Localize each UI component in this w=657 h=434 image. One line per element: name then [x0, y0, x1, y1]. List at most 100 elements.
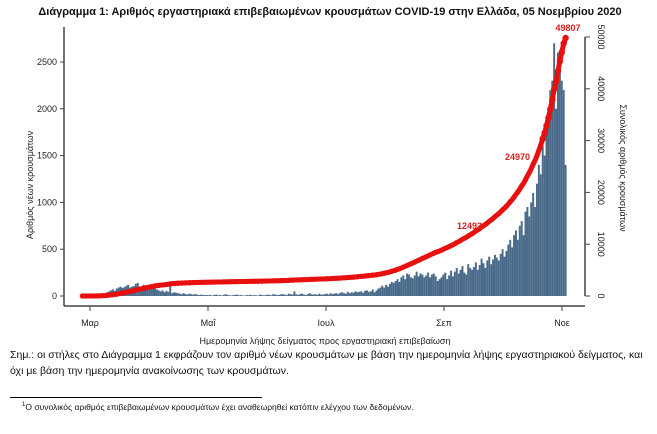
bar [356, 292, 359, 296]
cumulative-point [83, 293, 89, 299]
bar [289, 294, 292, 296]
bar [165, 290, 168, 296]
cumulative-point [473, 228, 479, 234]
bar [215, 294, 218, 296]
bar [377, 288, 380, 296]
cumulative-point [263, 278, 269, 284]
bar [247, 295, 250, 296]
bar [241, 295, 244, 296]
bar [175, 292, 177, 296]
bar [408, 274, 410, 296]
bar [301, 293, 304, 296]
bar [398, 281, 401, 296]
bar [217, 295, 219, 296]
bar [155, 289, 158, 296]
bar [390, 281, 393, 296]
cumulative-point [511, 194, 517, 200]
cumulative-point [251, 278, 257, 284]
bar [537, 164, 540, 296]
bar [285, 295, 288, 296]
cumulative-point [316, 276, 322, 282]
cumulative-point [167, 281, 173, 287]
x-tick-label: Νοε [554, 318, 570, 328]
bar [360, 291, 363, 296]
bar [421, 274, 424, 296]
cumulative-point [324, 276, 330, 282]
y-right-label: Συνολικός αριθμός κρουσμάτων [618, 104, 628, 232]
bar [509, 239, 512, 296]
bar [350, 292, 353, 296]
cumulative-point [366, 273, 372, 279]
bar [207, 295, 210, 296]
cumulative-point [362, 273, 368, 279]
bar [176, 293, 179, 296]
cumulative-point [217, 279, 223, 285]
bar [159, 291, 162, 296]
bar [262, 295, 265, 296]
bar [503, 256, 506, 296]
bar [417, 276, 420, 296]
y-right-tick-label: 30000 [596, 128, 606, 153]
bar [362, 292, 365, 296]
cumulative-point [236, 278, 242, 285]
cumulative-point [244, 278, 250, 285]
cumulative-line [79, 35, 569, 299]
bar [245, 295, 248, 296]
cumulative-point [270, 278, 276, 284]
cumulative-point [560, 40, 567, 47]
cumulative-point [350, 274, 357, 280]
bar [535, 183, 538, 296]
cumulative-point [110, 292, 116, 298]
bar [472, 266, 475, 296]
bar [557, 52, 559, 296]
cumulative-point [545, 114, 552, 122]
bar [180, 294, 183, 296]
bar [543, 155, 546, 296]
bar [173, 292, 176, 296]
cumulative-point [538, 142, 544, 148]
bar [323, 294, 326, 296]
bar [516, 239, 519, 296]
bar [436, 281, 439, 296]
bar [293, 291, 296, 296]
bar [188, 293, 191, 296]
bar [555, 108, 558, 296]
bar [316, 294, 319, 296]
bar [423, 277, 426, 296]
covid-chart: Διάγραμμα 1: Αριθμός εργαστηριακά επιβεβ… [25, 6, 628, 346]
bar [259, 294, 261, 296]
cumulative-point [259, 278, 265, 284]
bar [383, 287, 386, 296]
cumulative-point [339, 275, 345, 281]
cumulative-point [549, 96, 556, 104]
bar [455, 267, 458, 296]
bar [499, 253, 502, 296]
y-left-tick-label: 0 [52, 291, 57, 301]
bar [182, 293, 185, 296]
bar [325, 293, 328, 296]
bar [146, 287, 149, 296]
bar [222, 294, 225, 296]
bar [409, 277, 412, 296]
bar [467, 264, 470, 296]
bar [427, 272, 430, 296]
bar [228, 295, 231, 296]
bar [304, 295, 307, 296]
bar [358, 291, 361, 296]
bar [163, 292, 166, 296]
bar [459, 269, 462, 296]
bar [348, 293, 351, 296]
bar [346, 291, 349, 296]
bar [260, 295, 263, 296]
cumulative-point [328, 275, 334, 282]
y-right-tick-label: 40000 [596, 76, 606, 101]
bar [153, 283, 156, 296]
bar [341, 292, 344, 296]
cumulative-point [503, 203, 509, 209]
bar [308, 293, 311, 296]
bar [518, 225, 521, 296]
cumulative-point [278, 278, 284, 284]
footnote-divider [10, 397, 262, 398]
bar [224, 294, 227, 296]
cumulative-point [343, 275, 349, 281]
